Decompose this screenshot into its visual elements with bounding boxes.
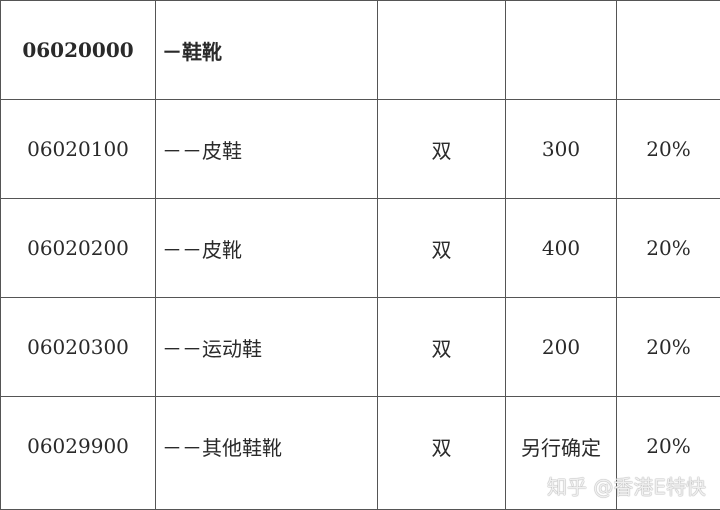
quantity-cell: 300 <box>506 100 617 199</box>
name-cell: －－其他鞋靴 <box>156 397 378 510</box>
name-cell: －－运动鞋 <box>156 298 378 397</box>
code-cell: 06020000 <box>1 1 156 100</box>
rate-cell: 20% <box>617 298 720 397</box>
name-cell: －－皮靴 <box>156 199 378 298</box>
name-cell: －－皮鞋 <box>156 100 378 199</box>
rate-cell <box>617 1 720 100</box>
code-cell: 06029900 <box>1 397 156 510</box>
rate-cell: 20% <box>617 199 720 298</box>
unit-cell: 双 <box>378 199 506 298</box>
rate-cell: 20% <box>617 100 720 199</box>
unit-cell: 双 <box>378 397 506 510</box>
quantity-cell: 400 <box>506 199 617 298</box>
table-row: 06020200 －－皮靴 双 400 20% <box>1 199 720 298</box>
unit-cell <box>378 1 506 100</box>
watermark: 知乎 @香港E特快 <box>547 476 706 498</box>
code-cell: 06020200 <box>1 199 156 298</box>
quantity-cell: 200 <box>506 298 617 397</box>
table-row: 06020000 －鞋靴 <box>1 1 720 100</box>
code-cell: 06020100 <box>1 100 156 199</box>
unit-cell: 双 <box>378 298 506 397</box>
unit-cell: 双 <box>378 100 506 199</box>
name-cell: －鞋靴 <box>156 1 378 100</box>
table-row: 06020100 －－皮鞋 双 300 20% <box>1 100 720 199</box>
quantity-cell <box>506 1 617 100</box>
table-row: 06020300 －－运动鞋 双 200 20% <box>1 298 720 397</box>
code-cell: 06020300 <box>1 298 156 397</box>
